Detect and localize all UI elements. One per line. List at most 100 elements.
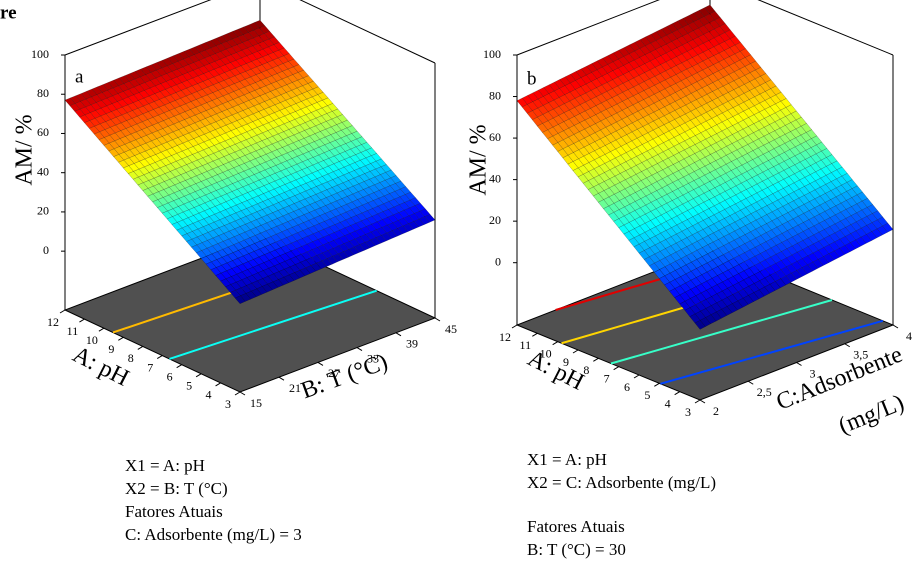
x-tick-label: 4 — [665, 396, 671, 410]
x-tick — [118, 336, 124, 341]
x-tick-label: 3 — [685, 405, 691, 419]
y-tick-label: 2 — [713, 404, 719, 418]
x-tick — [593, 357, 599, 362]
x-tick-label: 11 — [520, 338, 532, 352]
x-tick — [552, 341, 558, 346]
x-axis-label: A: pH — [68, 342, 133, 392]
x-tick-label: 7 — [604, 371, 610, 385]
y-tick-label: 33 — [367, 351, 379, 365]
x-tick — [195, 373, 202, 378]
y-tick-label: 3 — [810, 366, 816, 380]
y-tick-label: 3,5 — [853, 348, 868, 362]
y-tick — [278, 376, 285, 381]
note: X1 = A: pH — [125, 456, 205, 475]
note: X2 = B: T (°C) — [125, 479, 228, 498]
y-tick — [434, 317, 441, 322]
x-tick — [215, 382, 221, 387]
y-axis-label: (mg/L) — [835, 390, 908, 440]
y-tick-label: 15 — [250, 396, 262, 410]
x-tick-label: 12 — [499, 330, 511, 344]
x-tick-label: 6 — [167, 369, 173, 383]
z-axis-label: AM/ % — [466, 124, 492, 195]
y-tick — [395, 332, 402, 337]
x-tick — [156, 355, 163, 359]
x-tick — [59, 309, 66, 314]
x-tick — [511, 324, 518, 329]
y-tick — [747, 380, 754, 385]
contour — [660, 319, 884, 385]
header: re — [0, 2, 17, 23]
y-tick — [356, 347, 363, 352]
z-tick-label: 80 — [37, 86, 49, 100]
z-tick-label: 20 — [37, 204, 49, 218]
y-tick — [796, 362, 802, 366]
surface — [64, 19, 436, 304]
note: C: Adsorbente (mg/L) = 3 — [125, 525, 302, 544]
y-tick-label: 27 — [328, 366, 340, 380]
note: X2 = C: Adsorbente (mg/L) — [527, 473, 716, 492]
y-tick-label: 39 — [406, 337, 418, 351]
z-tick-label: 100 — [31, 47, 49, 61]
x-tick-label: 9 — [563, 355, 569, 369]
x-tick — [176, 364, 182, 369]
x-tick-label: 5 — [644, 388, 650, 402]
y-tick — [239, 391, 246, 396]
x-tick-label: 12 — [47, 315, 59, 329]
x-tick-label: 5 — [186, 379, 192, 393]
x-tick — [79, 318, 85, 323]
x-tick-label: 4 — [206, 388, 212, 402]
surface-cell — [882, 222, 894, 233]
x-tick-label: 7 — [147, 360, 153, 374]
x-tick-label: 8 — [128, 351, 134, 365]
x-tick — [98, 327, 105, 332]
y-tick-label: 4 — [906, 329, 912, 343]
y-tick — [317, 361, 324, 366]
z-tick-label: 100 — [483, 47, 501, 61]
panel-letter: a — [75, 66, 84, 87]
surface-cell — [424, 214, 436, 223]
panel-letter: b — [527, 68, 537, 89]
contour — [610, 299, 833, 365]
x-axis-label: A: pH — [523, 346, 588, 396]
box-edge — [64, 0, 436, 64]
z-axis-label: AM/ % — [12, 114, 38, 185]
x-tick — [532, 332, 538, 337]
x-tick-label: 3 — [225, 397, 231, 411]
note: B: T (°C) = 30 — [527, 540, 626, 559]
x-tick — [613, 366, 619, 371]
note: X1 = A: pH — [527, 450, 607, 469]
z-tick-label: 60 — [37, 125, 49, 139]
y-tick — [844, 343, 851, 348]
x-tick — [694, 399, 701, 404]
x-tick — [654, 382, 660, 387]
note: Fatores Atuais — [527, 517, 625, 536]
x-tick — [572, 349, 579, 354]
x-tick-label: 11 — [67, 324, 79, 338]
z-tick-label: 40 — [37, 164, 49, 178]
z-tick-label: 0 — [43, 243, 49, 257]
x-tick-label: 10 — [540, 346, 552, 360]
x-tick — [234, 391, 241, 396]
x-tick-label: 6 — [624, 380, 630, 394]
y-tick — [699, 399, 706, 404]
x-tick — [137, 346, 144, 350]
z-tick-label: 80 — [489, 88, 501, 102]
surface — [516, 4, 894, 330]
x-tick-label: 9 — [108, 342, 114, 356]
z-tick-label: 60 — [489, 130, 501, 144]
y-tick — [892, 324, 899, 329]
contour — [169, 289, 377, 360]
z-tick-label: 0 — [495, 254, 501, 268]
y-tick-label: 45 — [445, 322, 457, 336]
x-tick-label: 8 — [583, 363, 589, 377]
z-tick-label: 40 — [489, 171, 501, 185]
y-tick-label: 21 — [289, 381, 301, 395]
x-tick — [674, 391, 680, 396]
z-tick-label: 20 — [489, 213, 501, 227]
x-tick-label: 10 — [86, 333, 98, 347]
x-tick — [633, 374, 640, 379]
y-tick-label: 2,5 — [757, 385, 772, 399]
